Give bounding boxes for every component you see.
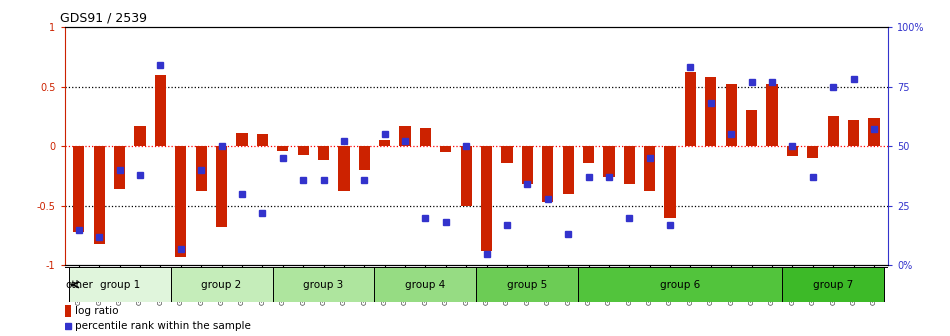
Text: other: other xyxy=(65,280,93,290)
Bar xyxy=(73,146,85,232)
Bar xyxy=(440,146,451,152)
Bar xyxy=(502,146,513,163)
Bar xyxy=(338,146,350,192)
Bar xyxy=(583,146,594,163)
Bar xyxy=(848,120,859,146)
Bar xyxy=(374,267,476,302)
Bar xyxy=(196,146,207,192)
Bar xyxy=(705,77,716,146)
Bar xyxy=(155,75,166,146)
Bar xyxy=(664,146,675,218)
Bar xyxy=(685,72,696,146)
Bar xyxy=(359,146,370,170)
Bar xyxy=(827,116,839,146)
Bar xyxy=(171,267,273,302)
Text: group 2: group 2 xyxy=(201,280,241,290)
Bar xyxy=(66,305,71,317)
Text: group 7: group 7 xyxy=(813,280,853,290)
Text: group 4: group 4 xyxy=(406,280,446,290)
Bar xyxy=(782,267,884,302)
Bar xyxy=(273,267,374,302)
Text: group 3: group 3 xyxy=(303,280,344,290)
Bar xyxy=(868,118,880,146)
Bar xyxy=(420,128,431,146)
Text: group 5: group 5 xyxy=(507,280,547,290)
Bar xyxy=(542,146,554,202)
Bar xyxy=(175,146,186,257)
Text: group 1: group 1 xyxy=(100,280,140,290)
Text: GDS91 / 2539: GDS91 / 2539 xyxy=(61,11,147,24)
Bar xyxy=(522,146,533,184)
Bar xyxy=(481,146,492,251)
Bar xyxy=(787,146,798,156)
Bar xyxy=(746,110,757,146)
Bar xyxy=(277,146,289,151)
Bar xyxy=(461,146,472,206)
Bar xyxy=(399,126,410,146)
Bar xyxy=(808,146,818,158)
Bar xyxy=(562,146,574,194)
Bar xyxy=(726,84,737,146)
Bar xyxy=(318,146,329,161)
Bar xyxy=(579,267,782,302)
Bar xyxy=(216,146,227,227)
Text: log ratio: log ratio xyxy=(75,306,119,316)
Bar xyxy=(256,134,268,146)
Bar xyxy=(767,84,778,146)
Bar xyxy=(94,146,104,244)
Bar xyxy=(644,146,655,192)
Bar xyxy=(237,133,248,146)
Bar xyxy=(114,146,125,189)
Bar xyxy=(68,267,171,302)
Bar xyxy=(603,146,615,177)
Bar xyxy=(297,146,309,155)
Text: group 6: group 6 xyxy=(660,280,700,290)
Bar xyxy=(135,126,145,146)
Bar xyxy=(624,146,635,184)
Bar xyxy=(379,140,390,146)
Bar xyxy=(476,267,579,302)
Text: percentile rank within the sample: percentile rank within the sample xyxy=(75,321,251,331)
